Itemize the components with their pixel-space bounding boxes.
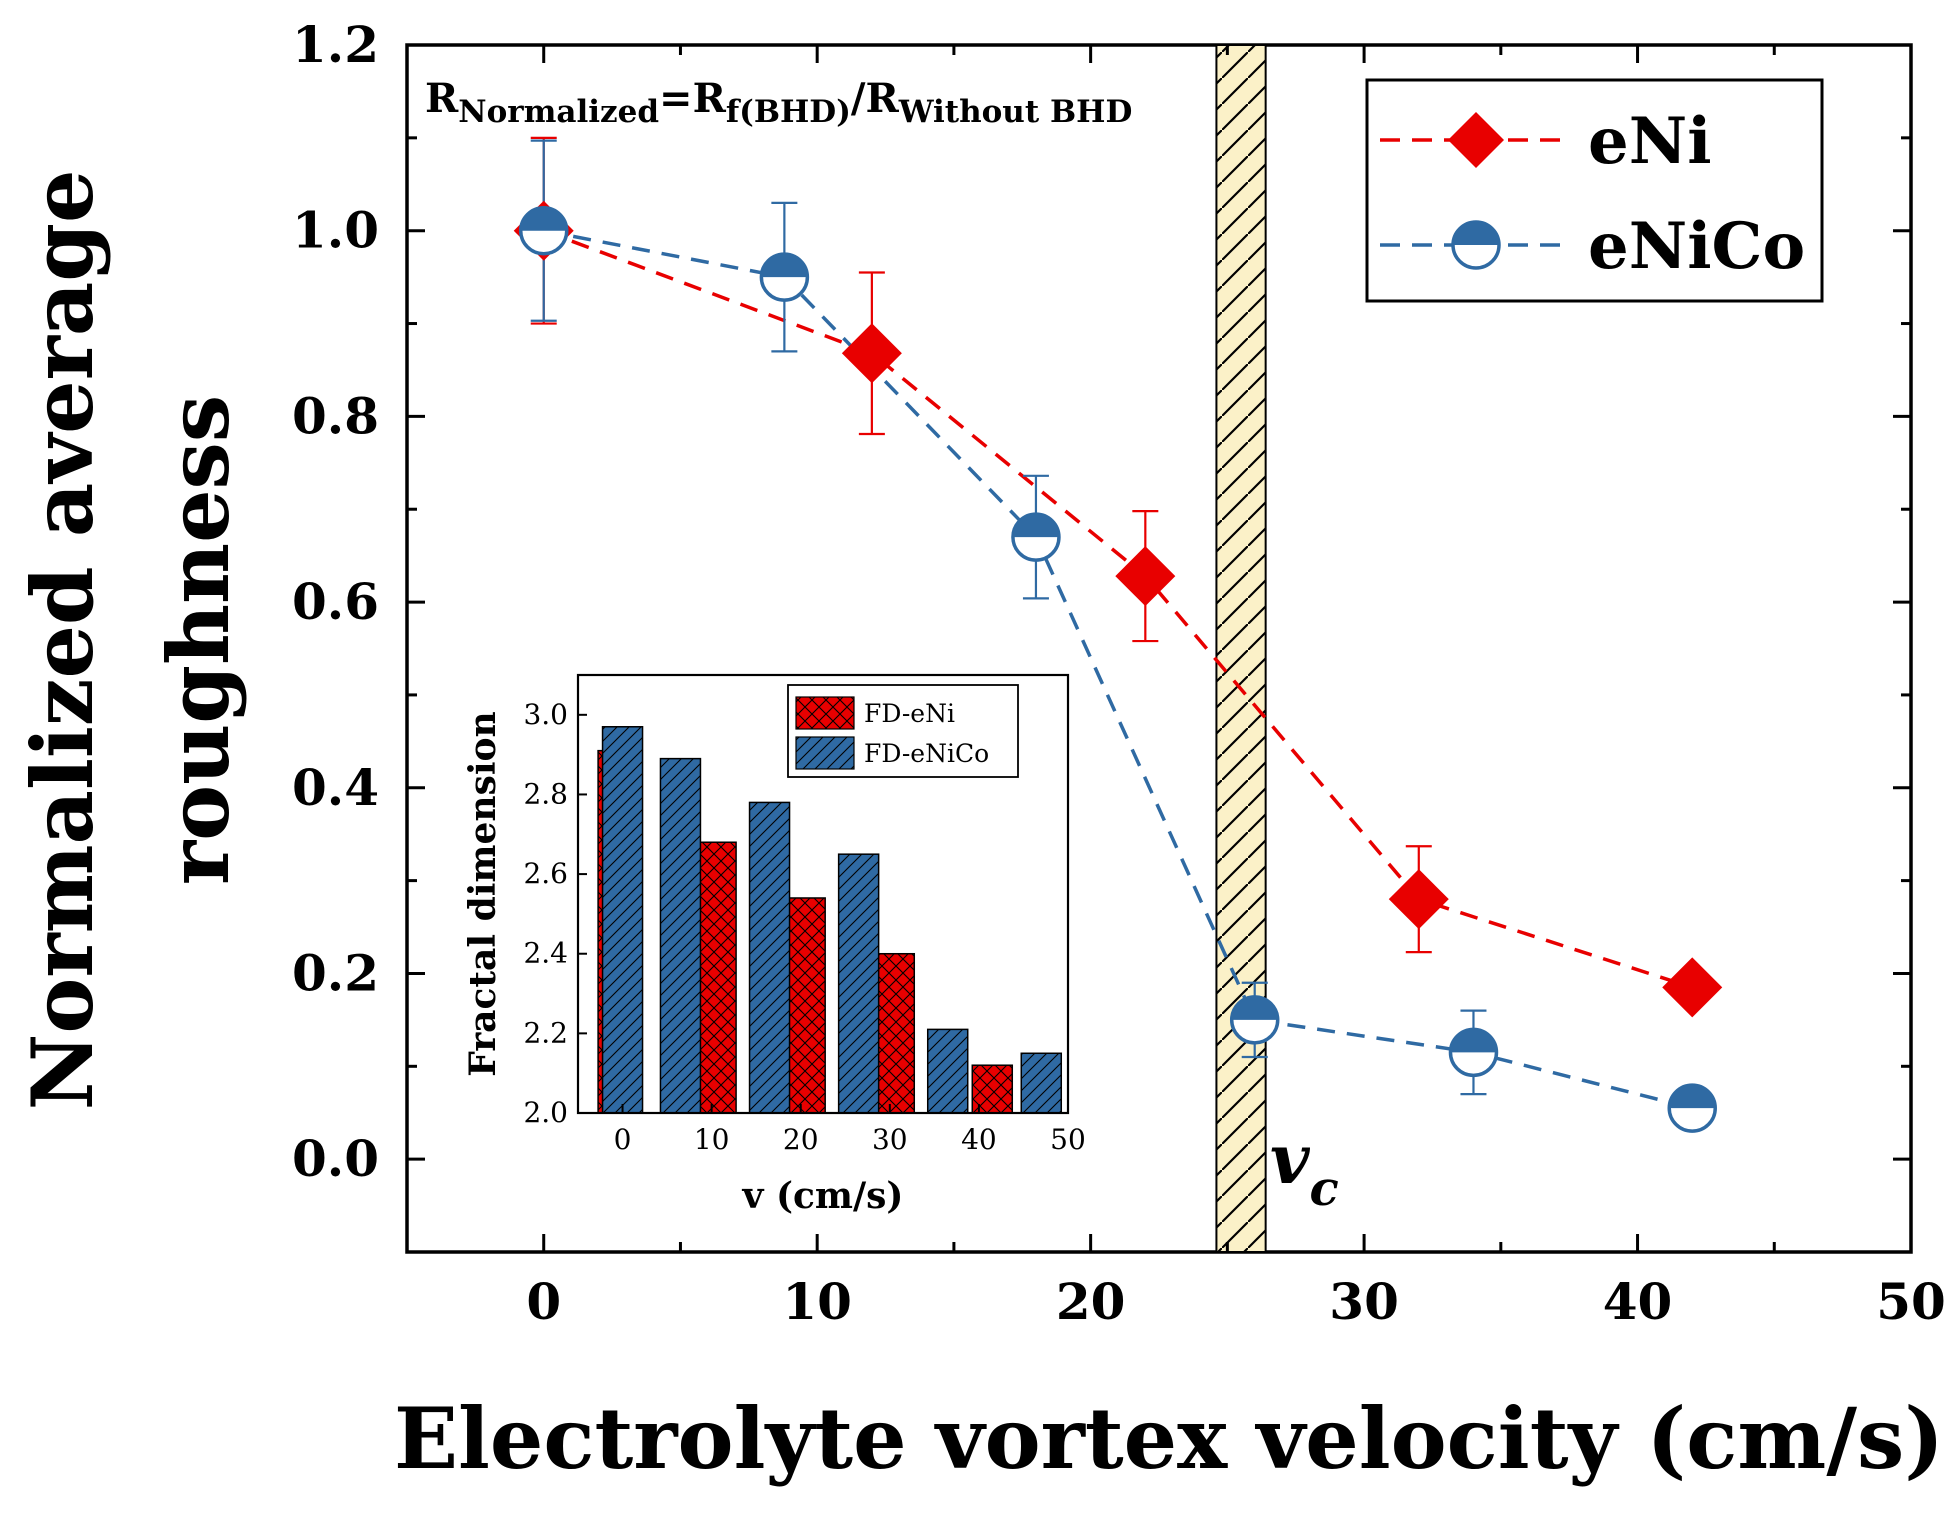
data-point-eNiCo (1229, 995, 1280, 1045)
data-point-eNi (1388, 869, 1449, 930)
marker-half-fill (761, 254, 808, 278)
main-chart: 0 10 20 30 40 50 0.0 0.2 0.4 0.6 0.8 1.0 1.2 RNormal… (13, 15, 1946, 1488)
bar-FD-eNi (873, 952, 916, 1114)
inset-x-tick-label: 40 (961, 1123, 997, 1156)
inset-axis-ticks: 0 10 20 30 40 50 2.0 2.2 2.4 2.6 2.8 3.0 (523, 698, 1085, 1156)
x-axis-title: Electrolyte vortex velocity (cm/s) (394, 1389, 1944, 1488)
bar-FD-eNiCo (748, 801, 791, 1114)
inset-legend-enico-label: FD-eNiCo (864, 739, 989, 768)
bar-FD-eNi (784, 897, 826, 1114)
bar-FD-eNiCo (659, 757, 702, 1114)
inset-y-tick-label: 2.2 (523, 1016, 568, 1049)
marker-half-fill (520, 207, 567, 231)
data-point-eNiCo (1667, 1083, 1717, 1133)
inset-y-tick-label: 2.4 (523, 937, 568, 970)
bar-FD-eNiCo (837, 853, 880, 1114)
inset-y-axis-title: Fractal dimension (462, 711, 504, 1076)
inset-x-tick-label: 50 (1050, 1123, 1086, 1156)
y-tick-label: 1.0 (292, 201, 379, 260)
inset-y-tick-label: 3.0 (523, 698, 568, 731)
data-point-eNiCo (1011, 512, 1061, 562)
bar-FD-eNi (695, 841, 737, 1114)
y-tick-label: 0.6 (292, 572, 379, 631)
data-point-eNi (841, 323, 902, 384)
y-tick-label: 1.2 (292, 15, 379, 74)
plot-frame (405, 43, 1913, 1254)
data-point-eNiCo (759, 252, 810, 302)
critical-band-area (1215, 44, 1267, 1253)
y-tick-label: 0.4 (292, 758, 379, 817)
formula-annotation: RNormalized=Rf(BHD)/RWithout BHD (425, 75, 1132, 130)
marker-half-fill (1231, 996, 1278, 1020)
main-legend: eNi eNiCo (1365, 78, 1824, 303)
data-point-eNi (1115, 546, 1176, 607)
y-axis-title-line2: roughness (149, 395, 248, 885)
bar-FD-eNiCo (926, 1028, 969, 1114)
marker-half-fill (1450, 1029, 1497, 1053)
x-tick-label: 20 (1056, 1272, 1126, 1331)
inset-legend-eni-swatch (795, 696, 855, 730)
inset-y-tick-label: 2.0 (523, 1096, 568, 1129)
bar-FD-eNiCo (601, 726, 644, 1114)
inset-legend-enico-swatch (795, 736, 855, 770)
data-point-eNi (1662, 957, 1723, 1018)
inset-x-axis-title: v (cm/s) (742, 1175, 904, 1217)
inset-y-tick-label: 2.8 (523, 777, 568, 810)
series-layer (513, 136, 1723, 1133)
legend-enico-label: eNiCo (1588, 209, 1805, 284)
y-axis-title-line1: Normalized average (13, 170, 112, 1111)
inset-legend-eni-label: FD-eNi (864, 699, 955, 728)
y-tick-label: 0.2 (292, 943, 379, 1002)
y-tick-label: 0.8 (292, 386, 379, 445)
marker-half-fill (1669, 1085, 1716, 1109)
data-point-eNiCo (518, 205, 569, 256)
inset-x-tick-label: 10 (694, 1123, 730, 1156)
bar-FD-eNiCo (1020, 1052, 1063, 1114)
x-tick-label: 10 (782, 1272, 852, 1331)
inset-x-tick-label: 30 (872, 1123, 908, 1156)
legend-box (1365, 78, 1824, 303)
inset-frame (576, 673, 1070, 1115)
x-tick-label: 50 (1876, 1272, 1946, 1331)
legend-eni-marker (1448, 112, 1504, 168)
data-point-eNiCo (1448, 1027, 1499, 1078)
critical-band (1215, 44, 1267, 1253)
x-tick-label: 40 (1603, 1272, 1673, 1331)
y-tick-label: 0.0 (292, 1129, 379, 1188)
series-line-eNiCo (543, 228, 1693, 1110)
marker-half-fill (1012, 514, 1059, 538)
x-tick-label: 0 (526, 1272, 561, 1331)
inset-x-tick-label: 0 (614, 1123, 632, 1156)
legend-enico-marker (1451, 220, 1501, 270)
x-tick-label: 30 (1329, 1272, 1399, 1331)
inset-y-tick-label: 2.6 (523, 857, 568, 890)
inset-chart: 0 10 20 30 40 50 2.0 2.2 2.4 2.6 2.8 3.0 FD-eNi FD-… (462, 673, 1086, 1217)
inset-legend: FD-eNi FD-eNiCo (787, 684, 1019, 778)
axis-ticks: 0 10 20 30 40 50 0.0 0.2 0.4 0.6 0.8 1.0 1.2 (292, 15, 1946, 1331)
legend-eni-label: eNi (1588, 104, 1712, 179)
inset-x-tick-label: 20 (783, 1123, 819, 1156)
critical-velocity-label: vc (1270, 1120, 1339, 1217)
